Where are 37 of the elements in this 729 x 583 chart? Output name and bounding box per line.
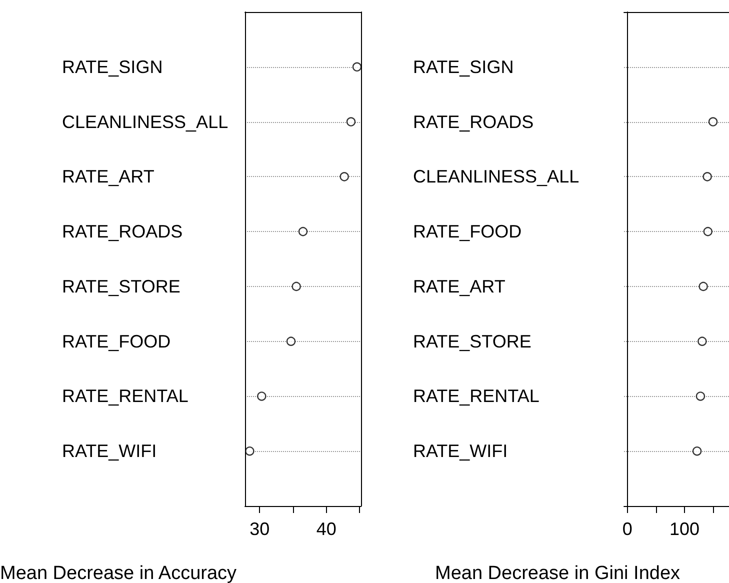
point xyxy=(703,226,712,236)
point xyxy=(292,282,301,292)
y-tick-label: RATE_RENTAL xyxy=(413,386,540,406)
point xyxy=(245,446,254,456)
point xyxy=(698,282,708,292)
y-tick-label: RATE_SIGN xyxy=(413,56,514,77)
x-tick-label: 0 xyxy=(622,519,632,539)
x-axis-title: Mean Decrease in Accuracy xyxy=(0,563,238,583)
y-tick-label: RATE_ROADS xyxy=(62,222,183,242)
y-tick-label: RATE_WIFI xyxy=(62,441,157,462)
y-tick-label: RATE_ART xyxy=(413,276,506,296)
y-tick-label: CLEANLINESS_ALL xyxy=(413,166,580,187)
point xyxy=(286,336,296,346)
point xyxy=(257,392,266,401)
x-tick-label: 100 xyxy=(669,519,700,539)
y-tick-label: RATE_ART xyxy=(62,166,154,187)
point xyxy=(698,336,707,346)
point xyxy=(346,117,356,126)
x-tick-label: 30 xyxy=(250,519,270,539)
point xyxy=(340,172,349,182)
point xyxy=(352,62,362,72)
point xyxy=(702,172,712,182)
x-tick-label: 40 xyxy=(316,519,336,539)
point xyxy=(708,117,718,126)
y-tick-label: RATE_STORE xyxy=(62,276,180,296)
y-tick-label: RATE_SIGN xyxy=(62,56,163,77)
y-tick-label: RATE_FOOD xyxy=(413,222,522,242)
y-tick-label: RATE_STORE xyxy=(413,331,532,352)
y-tick-label: CLEANLINESS_ALL xyxy=(62,112,228,132)
x-axis-title: Mean Decrease in Gini Index xyxy=(435,563,681,583)
point xyxy=(692,446,702,456)
y-tick-label: RATE_WIFI xyxy=(413,441,508,462)
point xyxy=(696,392,706,401)
y-tick-label: RATE_FOOD xyxy=(62,331,171,352)
y-tick-label: RATE_RENTAL xyxy=(62,386,188,406)
point xyxy=(298,226,308,236)
y-tick-label: RATE_ROADS xyxy=(413,112,534,132)
